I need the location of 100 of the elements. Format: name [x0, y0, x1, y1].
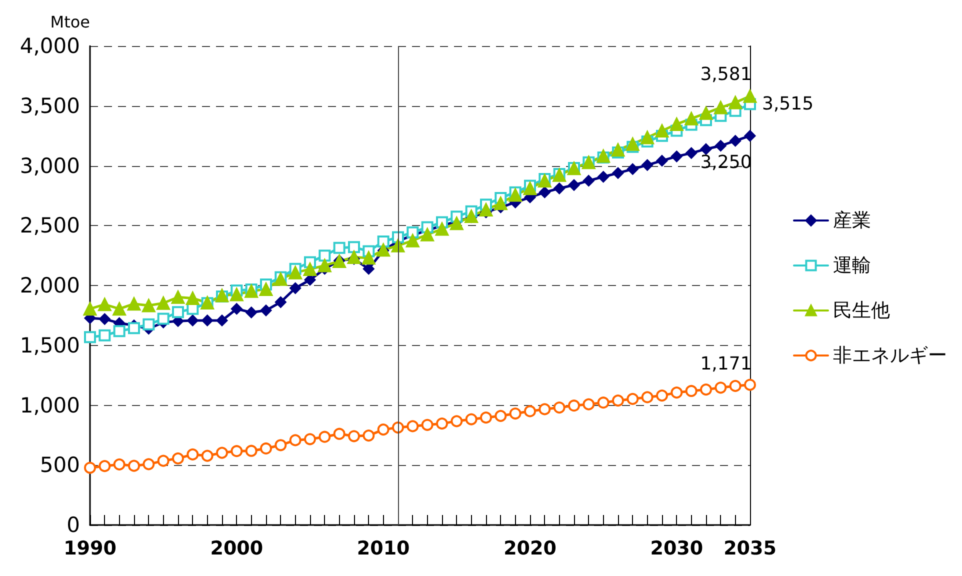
point [201, 450, 214, 462]
point [246, 306, 258, 318]
point [318, 258, 332, 272]
point [656, 390, 668, 402]
y-tick-label: 500 [40, 453, 80, 478]
point [157, 312, 170, 325]
point [318, 250, 331, 262]
point [230, 445, 243, 458]
point [406, 234, 420, 248]
point [274, 296, 286, 308]
point [611, 143, 625, 157]
x-tick-label: 2030 [650, 538, 704, 560]
point [362, 430, 375, 442]
point [494, 196, 508, 210]
x-tick-label: 2010 [356, 538, 410, 560]
point [290, 282, 302, 294]
point [156, 296, 170, 310]
point [128, 322, 140, 334]
point [377, 424, 390, 436]
point [259, 282, 273, 296]
point [216, 314, 228, 326]
point [670, 386, 683, 399]
point [83, 302, 97, 316]
data-label: 3,250 [700, 152, 752, 174]
point [670, 117, 684, 131]
point [245, 444, 258, 457]
point [538, 403, 551, 416]
point [112, 302, 126, 316]
point [450, 415, 463, 428]
y-tick-label: 4,000 [20, 34, 80, 58]
point [244, 284, 258, 298]
point [216, 446, 228, 459]
x-tick-label: 2000 [210, 538, 264, 560]
point [479, 202, 493, 216]
point [612, 394, 624, 407]
point [640, 130, 654, 144]
y-tick-label: 0 [66, 513, 80, 537]
point [597, 396, 610, 409]
point [582, 174, 594, 186]
point [436, 418, 448, 430]
point [684, 112, 698, 126]
point [641, 391, 654, 404]
point [128, 460, 140, 472]
y-tick-label: 1,500 [20, 333, 80, 358]
point [98, 298, 112, 312]
point [728, 96, 742, 110]
point [523, 182, 537, 196]
point [348, 430, 360, 442]
point [84, 462, 96, 474]
point [626, 163, 638, 175]
point [612, 167, 624, 179]
point [142, 298, 156, 312]
point [450, 216, 464, 230]
point [186, 291, 200, 305]
point [626, 392, 639, 405]
point [348, 241, 360, 254]
point [524, 405, 536, 418]
legend-label: 民生他 [833, 300, 890, 322]
point [406, 420, 419, 432]
data-label: 3,515 [762, 94, 814, 115]
point [686, 147, 698, 159]
point [260, 442, 272, 454]
point [538, 186, 550, 198]
x-tick-label: 1990 [64, 538, 116, 560]
x-tick-label: 2020 [504, 538, 556, 560]
point [700, 143, 712, 155]
point [744, 130, 756, 142]
point [554, 182, 566, 194]
point [420, 228, 434, 242]
point [655, 124, 669, 138]
point [377, 236, 390, 248]
point [172, 306, 184, 318]
point [700, 384, 712, 396]
point [744, 378, 756, 391]
point [289, 434, 302, 446]
point [582, 398, 595, 410]
y-tick-label: 1,000 [20, 393, 80, 418]
point [553, 402, 566, 414]
point [509, 408, 522, 420]
point [670, 150, 682, 162]
point [435, 222, 449, 236]
point [642, 159, 654, 171]
point [714, 100, 728, 114]
point [465, 413, 478, 426]
point [699, 106, 713, 120]
point [347, 250, 361, 264]
point [98, 460, 111, 472]
point [729, 380, 742, 392]
point [421, 418, 434, 431]
point [362, 251, 376, 265]
point [626, 137, 640, 151]
point [202, 314, 214, 326]
point [172, 452, 184, 464]
point [113, 325, 126, 338]
point [303, 262, 317, 276]
point [171, 290, 185, 304]
point [186, 448, 199, 460]
point [714, 140, 726, 152]
point [98, 329, 111, 342]
point [127, 297, 141, 311]
